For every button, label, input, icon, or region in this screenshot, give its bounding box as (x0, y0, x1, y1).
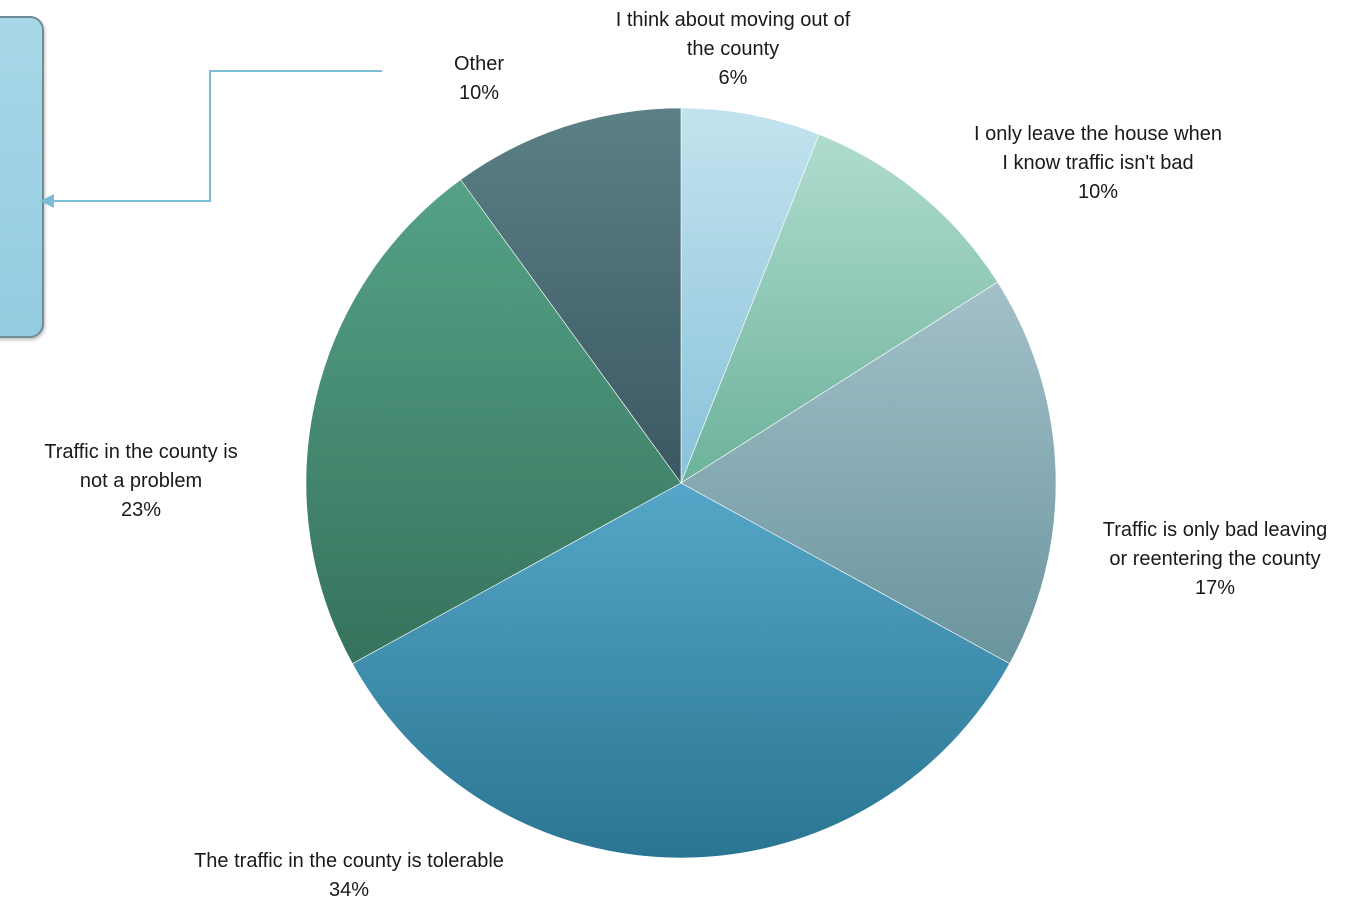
label-leave-house-pct: 10% (1077, 181, 1119, 203)
callout-connector (40, 70, 382, 208)
pie-slice-4 (305, 179, 682, 665)
label-tolerable-pct: 34% (328, 879, 370, 901)
pie-slice-0 (680, 107, 820, 484)
label-moving-out-pct: 6% (718, 67, 748, 89)
label-not-problem-pct: 23% (120, 499, 162, 521)
pie-slice-1 (680, 133, 999, 484)
label-moving-out: I think about moving out of the county 6… (553, 6, 913, 93)
pie-slices (305, 107, 1057, 859)
label-tolerable: The traffic in the county is tolerable 3… (129, 847, 569, 905)
label-leave-house: I only leave the house when I know traff… (918, 120, 1278, 207)
pie-slice-2 (680, 281, 1057, 665)
pie-slice-3 (351, 482, 1011, 859)
pie-slice-5 (460, 107, 682, 484)
callout-box (0, 16, 44, 338)
label-leaving-reentering-pct: 17% (1194, 577, 1236, 599)
label-not-problem: Traffic in the county is not a problem 2… (5, 438, 277, 525)
arrowhead-icon (40, 194, 54, 208)
label-other-pct: 10% (458, 82, 500, 104)
label-leaving-reentering: Traffic is only bad leaving or reenterin… (1065, 516, 1365, 603)
label-other: Other 10% (419, 50, 539, 108)
